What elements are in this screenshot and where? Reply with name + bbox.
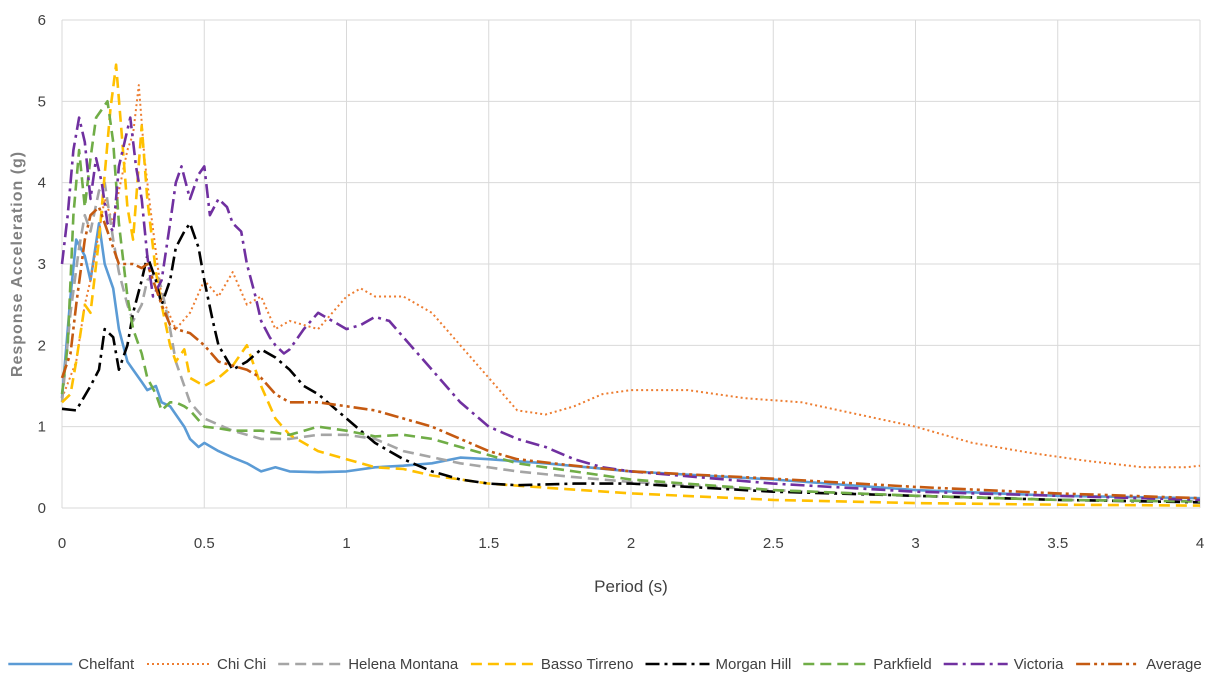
series-line-helena-montana	[60, 181, 1201, 503]
series-line-parkfield	[60, 100, 1201, 503]
series-lines	[60, 63, 1201, 507]
legend-label: Chi Chi	[217, 656, 266, 673]
legend-item-morgan-hill: Morgan Hill	[645, 656, 792, 673]
legend-item-chelfant: Chelfant	[8, 656, 135, 673]
x-tick-label: 2.5	[763, 535, 784, 552]
y-axis-title: Response Acceleration (g)	[9, 151, 26, 377]
legend-item-victoria: Victoria	[943, 656, 1064, 673]
tick-labels: 0 1 2 3 4 5 6 0 0.5 1 1.5 2 2.5 3 3.5 4	[38, 12, 1205, 552]
series-line-morgan-hill	[61, 222, 1201, 504]
y-tick-label: 0	[38, 500, 46, 517]
x-axis-title: Period (s)	[594, 577, 668, 596]
series-line-chelfant	[60, 222, 1201, 500]
legend-item-helena-montana: Helena Montana	[278, 656, 459, 673]
legend-label: Victoria	[1014, 656, 1064, 673]
series-line-average	[60, 205, 1201, 500]
y-tick-label: 2	[38, 337, 46, 354]
y-tick-label: 4	[38, 175, 46, 192]
x-tick-label: 2	[627, 535, 635, 552]
x-tick-label: 0	[58, 535, 66, 552]
legend-label: Morgan Hill	[716, 656, 792, 673]
legend-label: Average	[1146, 656, 1202, 673]
x-tick-label: 3	[911, 535, 919, 552]
gridlines	[61, 19, 1201, 508]
legend-label: Helena Montana	[348, 656, 459, 673]
x-tick-label: 1.5	[478, 535, 499, 552]
series-line-basso-tirreno	[61, 63, 1201, 507]
legend-item-chi-chi: Chi Chi	[147, 656, 266, 673]
legend-label: Chelfant	[78, 656, 135, 673]
x-tick-label: 4	[1196, 535, 1204, 552]
legend-item-basso-tirreno: Basso Tirreno	[470, 656, 634, 673]
legend-item-average: Average	[1076, 656, 1202, 673]
y-tick-label: 1	[38, 419, 46, 436]
series-line-victoria	[60, 116, 1201, 502]
legend-item-parkfield: Parkfield	[803, 656, 932, 673]
y-tick-label: 6	[38, 12, 46, 29]
y-tick-label: 5	[38, 93, 46, 110]
x-tick-label: 1	[342, 535, 350, 552]
legend-label: Parkfield	[873, 656, 931, 673]
legend: Chelfant Chi Chi Helena Montana Basso Tirre…	[8, 656, 1202, 673]
legend-label: Basso Tirreno	[541, 656, 634, 673]
y-tick-label: 3	[38, 256, 46, 273]
x-tick-label: 3.5	[1047, 535, 1068, 552]
x-tick-label: 0.5	[194, 535, 215, 552]
